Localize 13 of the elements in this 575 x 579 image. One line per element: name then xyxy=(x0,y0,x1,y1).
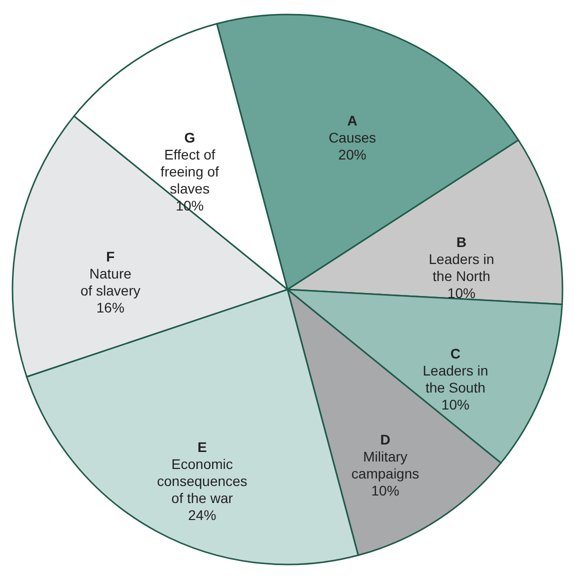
category-label: G Effect of freeing of slaves xyxy=(160,129,219,196)
category-label: E Economic consequences of the war xyxy=(157,438,248,506)
data-label: 10% xyxy=(441,396,470,412)
data-label: 10% xyxy=(371,482,400,499)
data-label: 24% xyxy=(188,506,216,523)
data-label: 20% xyxy=(338,146,366,163)
category-label: C Leaders in the South xyxy=(422,345,488,396)
category-label: F Nature of slavery xyxy=(80,248,140,298)
data-label: 10% xyxy=(447,285,476,302)
data-label: 16% xyxy=(96,299,124,316)
category-label: B Leaders in the North xyxy=(428,234,494,284)
category-label: A Causes xyxy=(328,112,376,146)
category-label: D Military campaigns xyxy=(351,432,420,482)
